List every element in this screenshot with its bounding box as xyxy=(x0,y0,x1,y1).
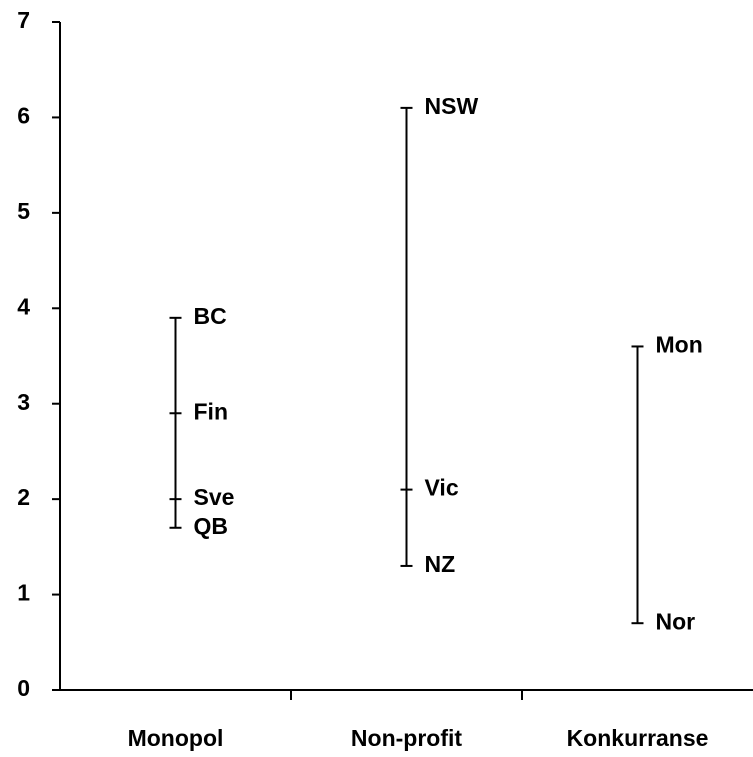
y-tick-label: 3 xyxy=(17,389,30,415)
y-tick-label: 7 xyxy=(17,7,30,33)
point-label: QB xyxy=(194,513,229,539)
x-tick-label: Konkurranse xyxy=(567,725,709,751)
point-label: Vic xyxy=(425,475,459,501)
x-tick-label: Non-profit xyxy=(351,725,462,751)
point-label: NZ xyxy=(425,551,456,577)
y-tick-label: 2 xyxy=(17,484,30,510)
y-tick-label: 0 xyxy=(17,675,30,701)
point-label: Fin xyxy=(194,398,229,424)
x-tick-label: Monopol xyxy=(128,725,224,751)
point-label: Mon xyxy=(656,332,703,358)
point-label: NSW xyxy=(425,93,479,119)
point-label: Sve xyxy=(194,484,235,510)
point-label: BC xyxy=(194,303,227,329)
y-tick-label: 5 xyxy=(17,198,30,224)
y-tick-label: 6 xyxy=(17,103,30,129)
y-tick-label: 1 xyxy=(17,580,30,606)
y-tick-label: 4 xyxy=(17,293,30,319)
point-label: Nor xyxy=(656,608,696,634)
